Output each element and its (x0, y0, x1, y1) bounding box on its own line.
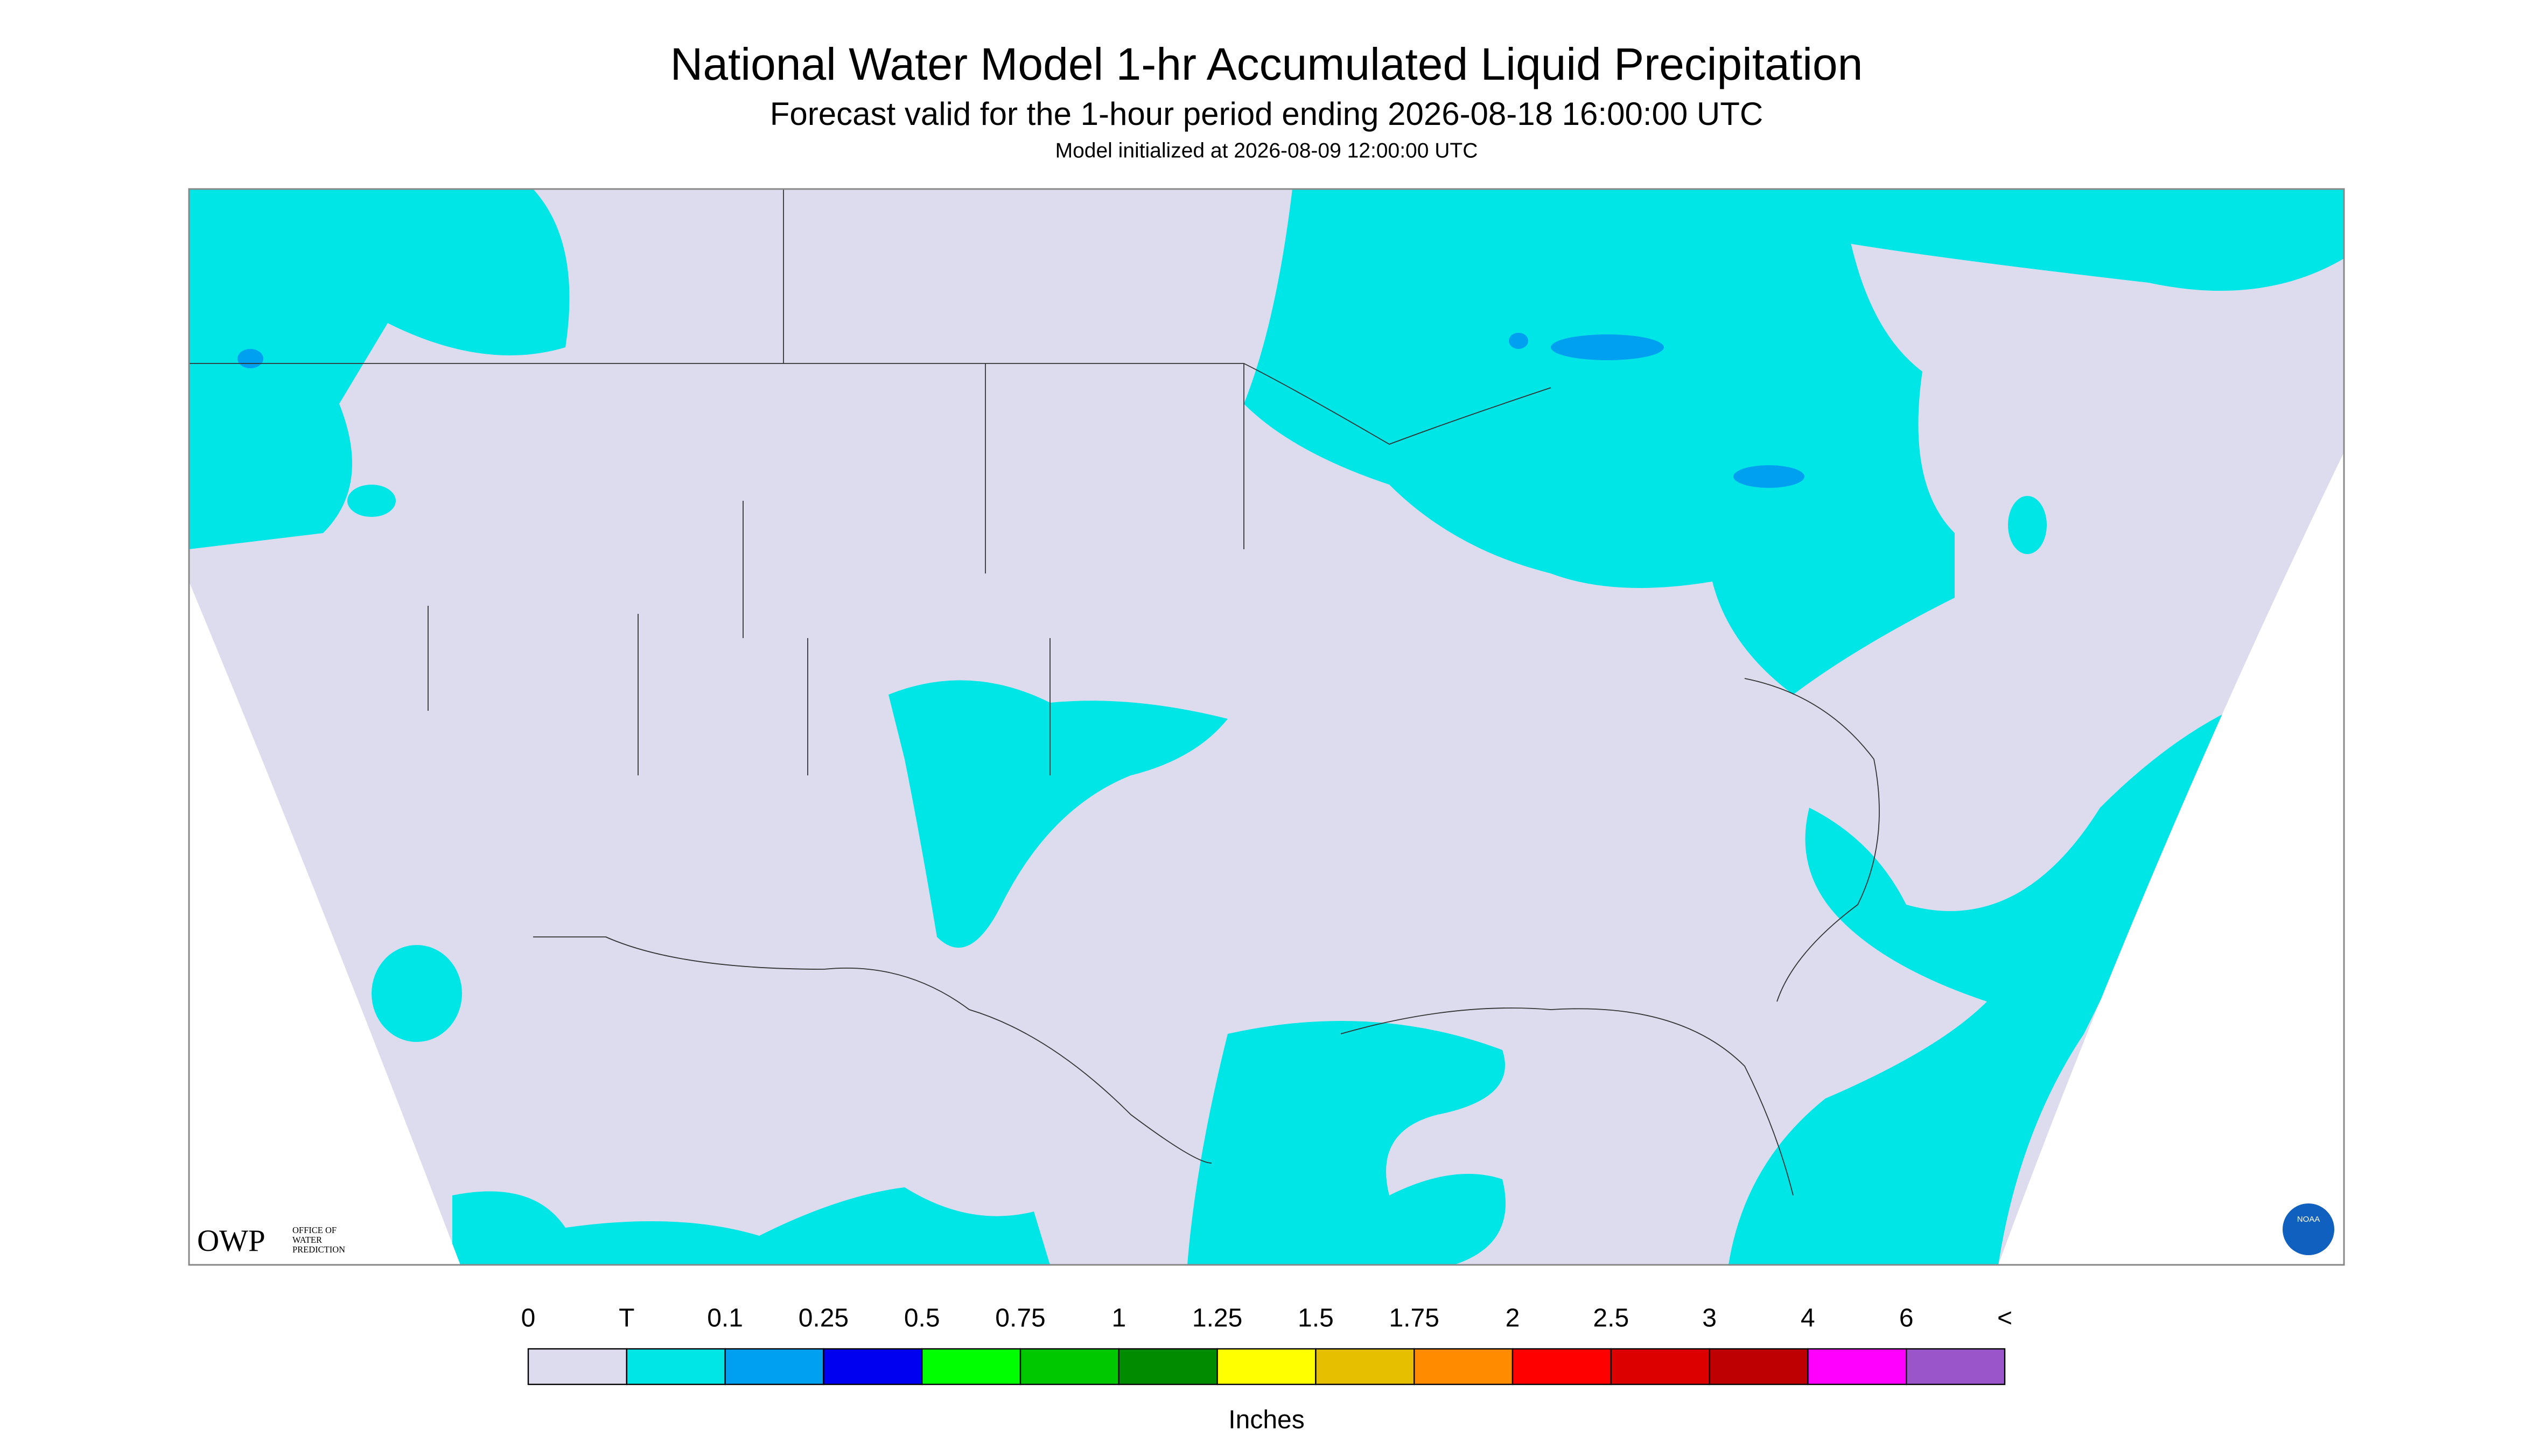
legend-label: 4 (1801, 1304, 1815, 1333)
legend-swatch (1709, 1348, 1809, 1385)
legend-label: T (619, 1304, 634, 1333)
init-time: Model initialized at 2026-08-09 12:00:00… (1055, 139, 1478, 162)
boundaries (189, 189, 1880, 1196)
legend-label: 1 (1111, 1304, 1126, 1333)
legend-label: 2.5 (1593, 1304, 1629, 1333)
owp-logo: OWP (197, 1224, 265, 1258)
owp-office: WATER (292, 1235, 322, 1245)
legend-swatch (823, 1348, 923, 1385)
legend-swatch (626, 1348, 726, 1385)
owp-office: OFFICE OF (292, 1225, 337, 1235)
legend-swatch (1905, 1348, 2006, 1385)
legend-unit: Inches (1228, 1406, 1304, 1434)
legend-swatch (1216, 1348, 1317, 1385)
noaa-logo-text: NOAA (2297, 1215, 2320, 1224)
legend-swatch (1118, 1348, 1218, 1385)
legend-label: 0.5 (904, 1304, 940, 1333)
legend-swatch (921, 1348, 1021, 1385)
legend-label: 0 (521, 1304, 536, 1333)
legend-swatch (1315, 1348, 1415, 1385)
title: National Water Model 1-hr Accumulated Li… (670, 39, 1863, 89)
legend-label: < (1997, 1304, 2012, 1333)
legend-label: 0.25 (799, 1304, 849, 1333)
map: OWP OFFICE OF WATER PREDICTION NOAA (188, 188, 2345, 1266)
legend-swatch (1019, 1348, 1120, 1385)
legend-label: 0.1 (707, 1304, 743, 1333)
precip-field (189, 189, 2344, 1265)
legend-swatch (1610, 1348, 1710, 1385)
legend-label: 0.75 (995, 1304, 1045, 1333)
legend-swatch (527, 1348, 628, 1385)
legend-label: 6 (1899, 1304, 1914, 1333)
trace-areas (189, 189, 2344, 1265)
legend-label: 3 (1702, 1304, 1717, 1333)
legend-label: 1.5 (1298, 1304, 1334, 1333)
legend-swatch (1807, 1348, 1907, 1385)
legend-swatch (1512, 1348, 1612, 1385)
legend-swatch (1414, 1348, 1514, 1385)
noaa-logo (2283, 1203, 2334, 1256)
owp-office: PREDICTION (292, 1244, 345, 1255)
legend-label: 1.25 (1192, 1304, 1242, 1333)
legend-label: 1.75 (1389, 1304, 1439, 1333)
legend-label: 2 (1506, 1304, 1520, 1333)
map-frame (188, 188, 2345, 1266)
subtitle: Forecast valid for the 1-hour period end… (770, 96, 1763, 132)
legend: 0 T 0.1 0.25 0.5 0.75 1 1.25 1.5 1.75 2 2.5 3 4 6 < (521, 1304, 2012, 1385)
legend-swatch (724, 1348, 824, 1385)
